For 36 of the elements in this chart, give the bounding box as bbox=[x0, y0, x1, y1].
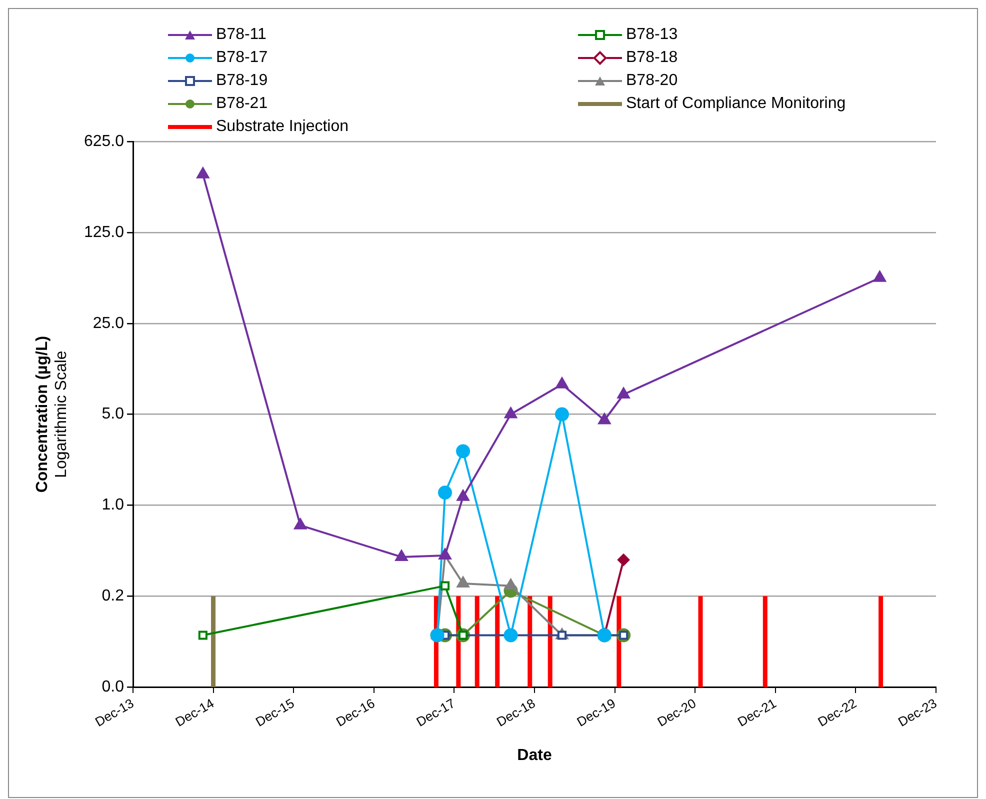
point bbox=[456, 576, 470, 588]
point bbox=[618, 554, 630, 566]
y-tick-label: 5.0 bbox=[102, 406, 124, 423]
point bbox=[440, 581, 450, 590]
legend-label: B78-11 bbox=[216, 26, 266, 44]
legend-label: B78-20 bbox=[626, 72, 678, 90]
point bbox=[504, 407, 517, 418]
y-tick-label: 625.0 bbox=[84, 133, 124, 150]
point bbox=[294, 518, 307, 530]
point bbox=[504, 628, 518, 642]
point bbox=[395, 550, 408, 561]
point bbox=[456, 444, 470, 458]
point bbox=[598, 413, 611, 424]
y-tick-label: 125.0 bbox=[84, 224, 124, 241]
y-tick-label: 0.0 bbox=[102, 678, 124, 696]
legend-label: B78-18 bbox=[626, 49, 678, 67]
point bbox=[617, 387, 630, 398]
point bbox=[456, 490, 470, 501]
legend-label: B78-19 bbox=[216, 72, 268, 90]
point bbox=[554, 407, 569, 422]
point bbox=[874, 270, 886, 282]
point bbox=[196, 167, 210, 178]
point bbox=[198, 630, 208, 640]
y-axis-title: Concentration (µg/L) Logarithmic Scale bbox=[34, 336, 70, 493]
legend-label: B78-17 bbox=[216, 49, 268, 67]
x-axis-title: Date bbox=[517, 746, 552, 764]
point bbox=[438, 486, 452, 500]
point bbox=[556, 377, 568, 388]
y-tick-label: 0.2 bbox=[102, 588, 124, 605]
legend-label: Start of Compliance Monitoring bbox=[626, 95, 846, 113]
point bbox=[504, 578, 517, 590]
y-tick-label: 25.0 bbox=[92, 314, 124, 332]
legend-label: B78-21 bbox=[216, 95, 268, 113]
legend-label: B78-13 bbox=[626, 26, 678, 44]
legend-label: Substrate Injection bbox=[216, 118, 349, 136]
y-tick-label: 1.0 bbox=[102, 496, 124, 514]
